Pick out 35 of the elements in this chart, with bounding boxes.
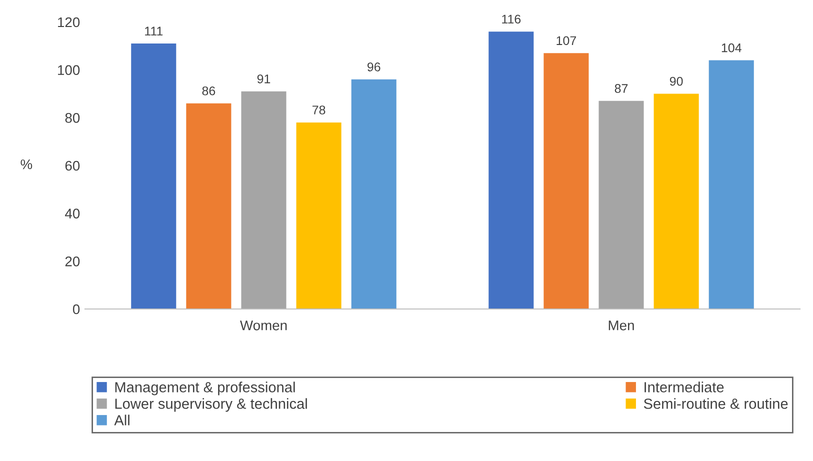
y-tick-label: 40 xyxy=(65,208,80,219)
bar xyxy=(488,32,534,309)
bar xyxy=(598,100,644,309)
data-label: 78 xyxy=(312,106,326,114)
data-label: 104 xyxy=(722,43,742,52)
y-tick-label: 80 xyxy=(65,113,80,123)
y-tick-label: 100 xyxy=(58,65,80,76)
bar xyxy=(544,53,589,309)
bar xyxy=(351,79,396,309)
data-label: 91 xyxy=(257,74,270,84)
data-label: 111 xyxy=(145,26,163,36)
y-axis-title: % xyxy=(20,159,32,170)
bar xyxy=(654,94,699,309)
y-tick-label: 0 xyxy=(72,304,80,314)
x-tick-label: Women xyxy=(240,320,287,330)
data-label: 107 xyxy=(556,36,576,46)
bar xyxy=(186,103,232,309)
y-tick-label: 120 xyxy=(58,17,80,28)
legend-label: All xyxy=(114,414,130,426)
legend-label: Management & professional xyxy=(115,382,295,396)
y-tick-label: 60 xyxy=(65,160,80,171)
legend-label: Semi-routine & routine xyxy=(644,398,788,409)
legend-label: Intermediate xyxy=(644,382,724,392)
bar xyxy=(708,60,754,309)
bar xyxy=(131,44,176,309)
data-label: 96 xyxy=(367,62,380,72)
data-label: 87 xyxy=(614,84,628,93)
bar xyxy=(241,91,286,309)
legend-label: Lower supervisory & technical xyxy=(115,398,307,412)
y-tick-label: 20 xyxy=(65,256,80,266)
data-label: 116 xyxy=(502,14,521,24)
bar xyxy=(296,122,342,309)
x-tick-label: Men xyxy=(608,320,634,330)
data-label: 90 xyxy=(670,76,683,86)
data-label: 86 xyxy=(202,86,216,96)
